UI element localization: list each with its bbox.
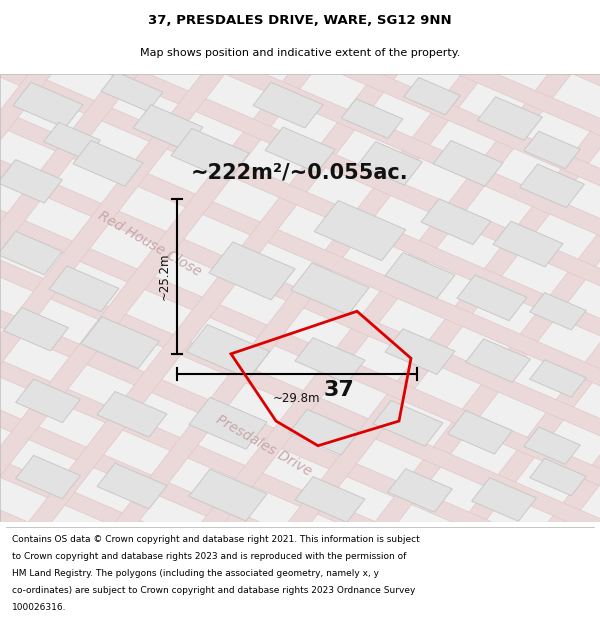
Text: Presdales Drive: Presdales Drive: [214, 412, 314, 479]
Polygon shape: [0, 0, 359, 625]
Polygon shape: [189, 469, 267, 521]
Polygon shape: [97, 391, 167, 437]
Polygon shape: [404, 78, 460, 115]
Polygon shape: [0, 0, 600, 472]
Polygon shape: [371, 5, 600, 625]
Polygon shape: [0, 0, 489, 625]
Polygon shape: [0, 0, 554, 625]
Polygon shape: [385, 253, 455, 298]
Polygon shape: [0, 0, 99, 534]
Polygon shape: [0, 0, 600, 322]
Polygon shape: [0, 0, 600, 434]
Polygon shape: [0, 0, 600, 509]
Polygon shape: [16, 456, 80, 499]
Text: 100026316.: 100026316.: [12, 603, 67, 612]
Polygon shape: [0, 231, 62, 275]
Polygon shape: [0, 0, 600, 547]
Polygon shape: [358, 142, 422, 185]
Polygon shape: [524, 427, 580, 464]
Polygon shape: [209, 242, 295, 300]
Polygon shape: [0, 0, 600, 284]
Polygon shape: [0, 0, 229, 591]
Polygon shape: [16, 379, 80, 423]
Polygon shape: [0, 274, 600, 625]
Polygon shape: [295, 477, 365, 522]
Text: Contains OS data © Crown copyright and database right 2021. This information is : Contains OS data © Crown copyright and d…: [12, 535, 420, 544]
Polygon shape: [44, 122, 100, 159]
Polygon shape: [295, 338, 365, 383]
Polygon shape: [530, 292, 586, 330]
Polygon shape: [448, 411, 512, 454]
Polygon shape: [478, 97, 542, 140]
Text: 37, PRESDALES DRIVE, WARE, SG12 9NN: 37, PRESDALES DRIVE, WARE, SG12 9NN: [148, 14, 452, 27]
Polygon shape: [176, 0, 600, 625]
Polygon shape: [385, 329, 455, 374]
Polygon shape: [0, 161, 600, 625]
Polygon shape: [373, 401, 443, 446]
Polygon shape: [520, 164, 584, 208]
Polygon shape: [306, 0, 600, 625]
Polygon shape: [0, 49, 600, 622]
Text: ~222m²/~0.055ac.: ~222m²/~0.055ac.: [191, 162, 409, 182]
Polygon shape: [0, 199, 600, 625]
Polygon shape: [0, 0, 600, 247]
Polygon shape: [524, 131, 580, 169]
Polygon shape: [0, 0, 164, 562]
Polygon shape: [530, 360, 586, 397]
Polygon shape: [187, 324, 269, 379]
Text: 37: 37: [323, 379, 355, 399]
Polygon shape: [0, 0, 294, 619]
Polygon shape: [4, 308, 68, 351]
Polygon shape: [241, 0, 600, 625]
Polygon shape: [189, 398, 267, 449]
Text: Red House Close: Red House Close: [96, 209, 204, 279]
Polygon shape: [265, 127, 335, 173]
Text: ~29.8m: ~29.8m: [273, 392, 321, 405]
Polygon shape: [73, 141, 143, 186]
Polygon shape: [0, 86, 600, 625]
Polygon shape: [436, 33, 600, 625]
Polygon shape: [101, 72, 163, 111]
Text: Map shows position and indicative extent of the property.: Map shows position and indicative extent…: [140, 48, 460, 58]
Polygon shape: [433, 141, 503, 186]
Polygon shape: [421, 199, 491, 244]
Polygon shape: [0, 0, 600, 359]
Text: ~25.2m: ~25.2m: [157, 253, 170, 300]
Polygon shape: [46, 0, 600, 625]
Polygon shape: [493, 221, 563, 267]
Polygon shape: [291, 263, 369, 315]
Polygon shape: [171, 129, 249, 181]
Polygon shape: [0, 0, 600, 172]
Text: to Crown copyright and database rights 2023 and is reproduced with the permissio: to Crown copyright and database rights 2…: [12, 552, 406, 561]
Polygon shape: [0, 311, 600, 625]
Polygon shape: [81, 317, 159, 369]
Polygon shape: [0, 0, 600, 134]
Polygon shape: [0, 11, 600, 584]
Polygon shape: [388, 469, 452, 512]
Polygon shape: [289, 409, 359, 455]
Text: HM Land Registry. The polygons (including the associated geometry, namely x, y: HM Land Registry. The polygons (includin…: [12, 569, 379, 578]
Polygon shape: [97, 463, 167, 509]
Polygon shape: [49, 266, 119, 312]
Polygon shape: [22, 0, 600, 97]
Polygon shape: [13, 82, 83, 128]
Polygon shape: [341, 99, 403, 138]
Polygon shape: [0, 0, 600, 209]
Polygon shape: [0, 124, 600, 625]
Polygon shape: [0, 0, 34, 507]
Polygon shape: [314, 201, 406, 261]
Polygon shape: [0, 0, 424, 625]
Polygon shape: [457, 275, 527, 321]
Polygon shape: [472, 478, 536, 521]
Polygon shape: [530, 458, 586, 496]
Polygon shape: [466, 339, 530, 382]
Polygon shape: [0, 159, 62, 203]
Polygon shape: [253, 82, 323, 128]
Text: co-ordinates) are subject to Crown copyright and database rights 2023 Ordnance S: co-ordinates) are subject to Crown copyr…: [12, 586, 415, 596]
Polygon shape: [133, 104, 203, 151]
Polygon shape: [0, 0, 600, 397]
Polygon shape: [0, 236, 600, 625]
